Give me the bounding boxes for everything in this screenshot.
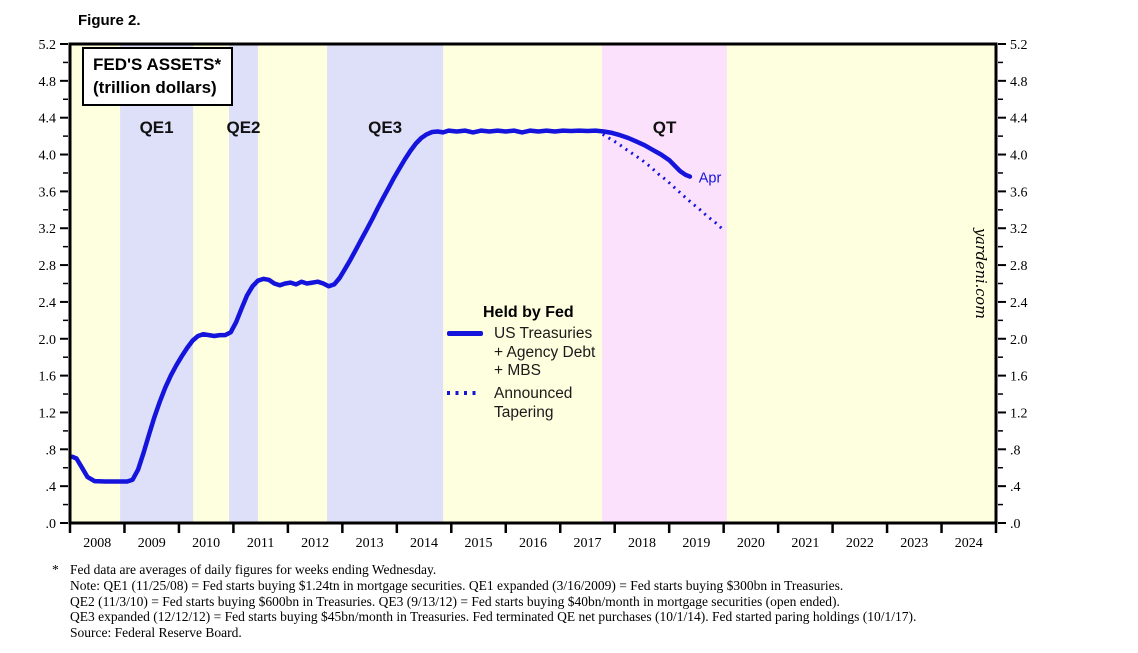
plot-background [70, 44, 996, 523]
band-label-qe2: QE2 [226, 118, 260, 137]
y-axis-label-right: .8 [1010, 443, 1021, 458]
apr-annotation: Apr [699, 171, 722, 187]
x-axis-year-label: 2014 [410, 536, 438, 551]
plot-border [68, 42, 998, 525]
y-axis-label-left: 2.0 [39, 333, 57, 348]
y-axis-label-left: .0 [46, 517, 57, 532]
y-axis-label-left: .8 [46, 443, 57, 458]
x-axis-year-label: 2016 [519, 536, 547, 551]
y-axis-label-left: 5.2 [39, 38, 57, 53]
x-axis-year-label: 2023 [900, 536, 928, 551]
legend-label-line: US Treasuries [494, 325, 593, 342]
y-axis-label-right: 4.8 [1010, 75, 1028, 90]
y-axis-label-right: 4.4 [1010, 112, 1028, 127]
y-axis-label-left: .4 [46, 480, 57, 495]
y-axis-label-left: 1.2 [39, 406, 57, 421]
x-axis-year-label: 2017 [573, 536, 601, 551]
x-axis-year-label: 2010 [192, 536, 220, 551]
y-axis-label-right: .4 [1010, 480, 1021, 495]
chart-title-line2: (trillion dollars) [93, 78, 217, 97]
y-axis-label-left: 4.0 [39, 149, 57, 164]
x-axis-year-label: 2021 [791, 536, 819, 551]
legend-label-line: + Agency Debt [494, 343, 596, 361]
x-axis-year-label: 2008 [83, 536, 111, 551]
x-axis-year-label: 2012 [301, 536, 329, 551]
y-axis-label-left: 3.6 [39, 185, 57, 200]
band-qe1 [120, 44, 194, 523]
chart-title-box: FED'S ASSETS* (trillion dollars) [82, 47, 234, 106]
x-axis-year-label: 2024 [955, 536, 983, 551]
y-axis-label-right: 3.2 [1010, 222, 1028, 237]
watermark-text: yardeni.com [972, 227, 988, 319]
band-qt [602, 44, 727, 523]
legend-item-held-by-fed: US Treasuries + Agency Debt + MBS [447, 325, 595, 381]
footnote-line: QE2 (11/3/10) = Fed starts buying $600bn… [70, 593, 840, 609]
footnote-line: QE3 expanded (12/12/12) = Fed starts buy… [70, 609, 917, 625]
x-axis-year-label: 2011 [247, 536, 274, 551]
y-axis-label-left: 2.8 [39, 259, 57, 274]
footnote-line: Fed data are averages of daily figures f… [70, 562, 437, 577]
y-axis-label-right: .0 [1010, 517, 1021, 532]
y-axis-label-left: 4.8 [39, 75, 57, 90]
footnote-asterisk: * [52, 562, 59, 577]
dotted-line-swatch-icon [447, 391, 481, 396]
series-us-treasuries-agency-debt-mbs [69, 128, 693, 484]
y-axis-label-right: 4.0 [1010, 149, 1028, 164]
x-axis-year-label: 2013 [356, 536, 384, 551]
x-axis-year-label: 2015 [465, 536, 493, 551]
y-axis-label-right: 3.6 [1010, 185, 1028, 200]
y-axis-label-right: 2.8 [1010, 259, 1028, 274]
x-axis-year-label: 2019 [682, 536, 710, 551]
legend-label-line: Announced [494, 385, 573, 403]
legend-header: Held by Fed [483, 304, 574, 321]
footnote-line: Source: Federal Reserve Board. [70, 625, 242, 641]
band-label-qe3: QE3 [368, 118, 402, 137]
y-axis-label-left: 1.6 [39, 370, 57, 385]
y-axis-label-right: 2.0 [1010, 333, 1028, 348]
y-axis-label-left: 2.4 [39, 296, 57, 311]
legend-item-announced-tapering: Announced Tapering [447, 385, 595, 422]
y-axis-label-right: 5.2 [1010, 38, 1028, 53]
x-axis-year-label: 2018 [628, 536, 656, 551]
x-axis-year-label: 2022 [846, 536, 874, 551]
solid-line-swatch-icon [447, 331, 483, 336]
figure-label: Figure 2. [78, 12, 141, 29]
band-label-qe1: QE1 [140, 118, 174, 137]
footnote-line: Note: QE1 (11/25/08) = Fed starts buying… [70, 577, 844, 593]
y-axis-label-right: 1.6 [1010, 370, 1028, 385]
x-axis-year-label: 2020 [737, 536, 765, 551]
legend-label-line: + MBS [494, 362, 541, 380]
legend-label-line: Tapering [494, 403, 554, 421]
band-label-qt: QT [653, 118, 677, 137]
y-axis-label-left: 3.2 [39, 222, 57, 237]
chart-title-line1: FED'S ASSETS* [93, 55, 222, 74]
x-axis-year-label: 2009 [138, 536, 166, 551]
y-axis-label-right: 1.2 [1010, 406, 1028, 421]
band-qe3 [327, 44, 444, 523]
chart-legend: Held by Fed US Treasuries + Agency Debt … [447, 304, 595, 423]
y-axis-label-right: 2.4 [1010, 296, 1028, 311]
y-axis-label-left: 4.4 [39, 112, 57, 127]
footnotes: * Fed data are averages of daily figures… [52, 562, 916, 641]
